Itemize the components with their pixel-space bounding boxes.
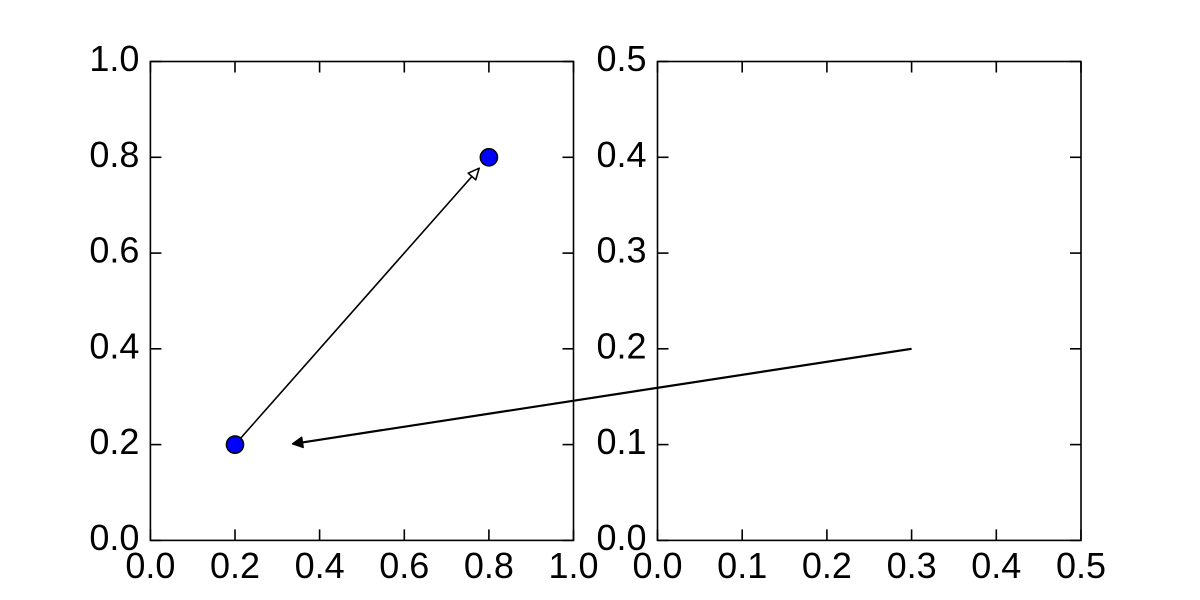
svg-text:0.0: 0.0 (89, 517, 139, 558)
svg-text:0.4: 0.4 (596, 134, 646, 175)
svg-text:0.6: 0.6 (379, 545, 429, 586)
svg-text:0.6: 0.6 (89, 230, 139, 271)
svg-text:0.3: 0.3 (887, 545, 937, 586)
svg-text:1.0: 1.0 (548, 545, 598, 586)
svg-text:0.2: 0.2 (596, 325, 646, 366)
svg-text:0.2: 0.2 (802, 545, 852, 586)
svg-text:0.5: 0.5 (1056, 545, 1106, 586)
svg-text:0.1: 0.1 (596, 421, 646, 462)
svg-text:0.8: 0.8 (89, 134, 139, 175)
svg-text:0.5: 0.5 (596, 38, 646, 79)
svg-text:0.0: 0.0 (596, 517, 646, 558)
svg-text:0.2: 0.2 (210, 545, 260, 586)
svg-text:0.3: 0.3 (596, 230, 646, 271)
svg-text:0.8: 0.8 (464, 545, 514, 586)
svg-text:0.4: 0.4 (89, 325, 139, 366)
svg-text:0.4: 0.4 (295, 545, 345, 586)
svg-text:0.2: 0.2 (89, 421, 139, 462)
svg-text:0.1: 0.1 (717, 545, 767, 586)
svg-text:1.0: 1.0 (89, 38, 139, 79)
svg-text:0.4: 0.4 (971, 545, 1021, 586)
